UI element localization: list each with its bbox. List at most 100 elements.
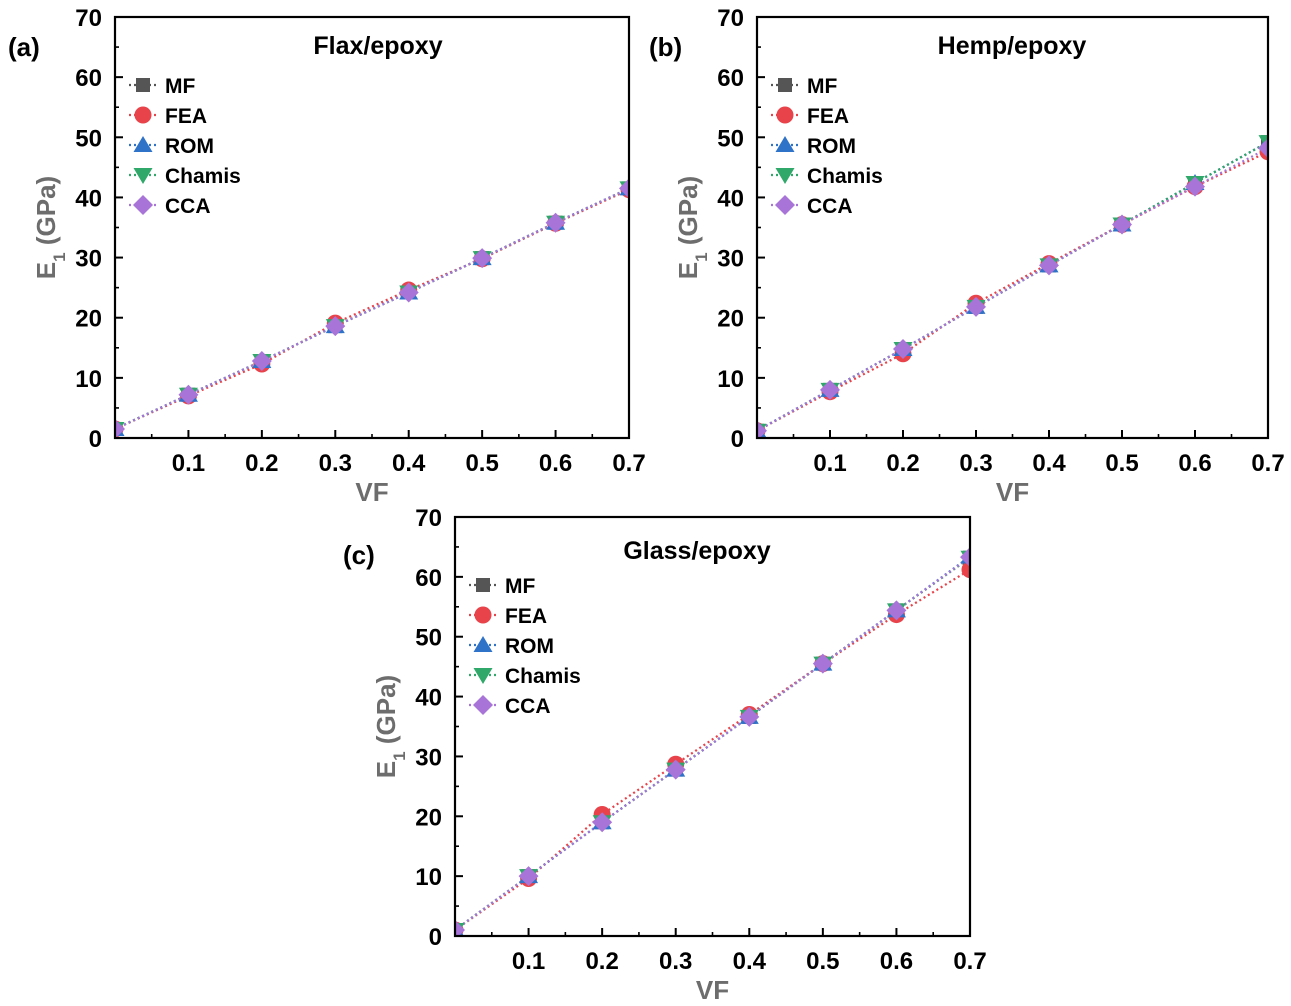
x-tick-label: 0.7 — [1251, 450, 1284, 477]
y-tick-label: 40 — [75, 185, 102, 212]
legend-marker-rom — [133, 136, 153, 152]
data-point-cca — [893, 338, 913, 359]
x-tick-label: 0.2 — [886, 450, 919, 477]
y-tick-label: 40 — [717, 185, 744, 212]
legend-label-chamis: Chamis — [807, 165, 883, 188]
x-tick-label: 0.6 — [1178, 450, 1211, 477]
y-tick-label: 50 — [717, 125, 744, 152]
x-axis-title: VF — [355, 477, 388, 507]
legend-label-chamis: Chamis — [165, 165, 241, 188]
y-tick-label: 70 — [717, 5, 744, 32]
plot-title: Flax/epoxy — [313, 32, 442, 60]
legend-marker-cca — [133, 195, 153, 215]
legend-marker-rom — [775, 136, 795, 152]
y-axis-title: E1 (GPa) — [673, 176, 711, 279]
plot-data — [115, 178, 629, 438]
data-point-cca — [886, 600, 907, 621]
legend-marker-mf — [136, 78, 150, 92]
panel-label: (a) — [8, 32, 40, 62]
y-tick-label: 20 — [415, 804, 442, 831]
legend-label-fea: FEA — [807, 105, 849, 128]
legend-label-rom: ROM — [165, 135, 214, 158]
y-tick-label: 30 — [75, 246, 102, 273]
legend-marker-rom — [473, 636, 493, 652]
y-tick-label: 70 — [415, 505, 442, 532]
x-tick-label: 0.4 — [392, 450, 426, 477]
data-point-cca — [1039, 255, 1059, 276]
x-tick-label: 0.5 — [806, 948, 839, 975]
y-tick-label: 20 — [75, 306, 102, 333]
legend-marker-fea — [776, 106, 794, 124]
plot-title: Glass/epoxy — [623, 537, 770, 565]
series-line-cca — [455, 556, 970, 931]
legend-marker-chamis — [775, 168, 795, 184]
y-tick-label: 10 — [717, 366, 744, 393]
series-line-fea — [757, 150, 1268, 432]
data-point-cca — [518, 866, 539, 887]
panel-a: 0 10 20 30 40 50 60 70 0.1 0.2 0.3 0.4 0.5 0.6 0.7 VF E1… — [8, 5, 646, 507]
data-point-cca — [619, 178, 629, 199]
legend-label-mf: MF — [807, 75, 837, 98]
y-tick-label: 0 — [89, 426, 102, 453]
data-point-cca — [251, 351, 272, 372]
data-point-cca — [178, 384, 199, 405]
legend: MF FEA ROM Chamis CCA — [469, 575, 581, 718]
y-axis-title: E1 (GPa) — [371, 675, 409, 778]
legend-label-cca: CCA — [807, 195, 853, 218]
legend-marker-fea — [134, 106, 152, 124]
x-tick-label: 0.2 — [585, 948, 618, 975]
legend-label-chamis: Chamis — [505, 665, 581, 688]
data-point-cca — [966, 296, 986, 317]
legend-marker-chamis — [133, 168, 153, 184]
panel-b: 0 10 20 30 40 50 60 70 0.1 0.2 0.3 0.4 0.5 0.6 0.7 VF E1… — [649, 5, 1285, 507]
plot-data — [455, 547, 970, 936]
legend-marker-mf — [476, 578, 490, 592]
y-tick-label: 60 — [717, 65, 744, 92]
panel-label: (c) — [343, 540, 375, 570]
x-tick-label: 0.4 — [1032, 450, 1066, 477]
y-tick-label: 0 — [731, 426, 744, 453]
legend-label-rom: ROM — [505, 635, 554, 658]
y-tick-label: 60 — [75, 65, 102, 92]
y-tick-label: 10 — [415, 864, 442, 891]
y-tick-label: 20 — [717, 306, 744, 333]
data-point-cca — [1185, 176, 1205, 197]
y-tick-label: 40 — [415, 685, 442, 712]
x-axis-title: VF — [996, 477, 1029, 507]
data-point-cca — [739, 706, 760, 727]
data-point-cca — [545, 212, 566, 233]
legend-label-cca: CCA — [165, 195, 211, 218]
x-tick-label: 0.6 — [539, 450, 572, 477]
x-axis-title: VF — [696, 975, 729, 1005]
panel-label: (b) — [649, 32, 682, 62]
legend: MF FEA ROM Chamis CCA — [129, 75, 241, 218]
x-tick-label: 0.6 — [880, 948, 913, 975]
x-tick-label: 0.5 — [465, 450, 498, 477]
legend-label-rom: ROM — [807, 135, 856, 158]
data-point-cca — [472, 248, 493, 269]
y-tick-label: 50 — [75, 125, 102, 152]
legend-marker-cca — [775, 195, 795, 215]
y-tick-label: 70 — [75, 5, 102, 32]
x-tick-label: 0.4 — [733, 948, 767, 975]
legend-label-fea: FEA — [165, 105, 207, 128]
legend-marker-chamis — [473, 668, 493, 684]
legend-marker-mf — [778, 78, 792, 92]
data-point-cca — [1112, 214, 1132, 235]
data-point-cca — [115, 418, 125, 438]
data-point-fea — [961, 561, 970, 579]
data-point-cca — [820, 379, 840, 400]
data-point-cca — [960, 547, 970, 568]
y-tick-label: 0 — [429, 924, 442, 951]
x-tick-label: 0.1 — [813, 450, 846, 477]
x-tick-label: 0.3 — [319, 450, 352, 477]
legend-label-mf: MF — [505, 575, 535, 598]
x-tick-label: 0.5 — [1105, 450, 1138, 477]
data-point-cca — [665, 759, 686, 780]
y-tick-label: 30 — [415, 744, 442, 771]
y-axis-title: E1 (GPa) — [31, 176, 69, 279]
x-tick-label: 0.1 — [512, 948, 545, 975]
x-tick-label: 0.1 — [172, 450, 205, 477]
plot-data — [757, 133, 1268, 438]
